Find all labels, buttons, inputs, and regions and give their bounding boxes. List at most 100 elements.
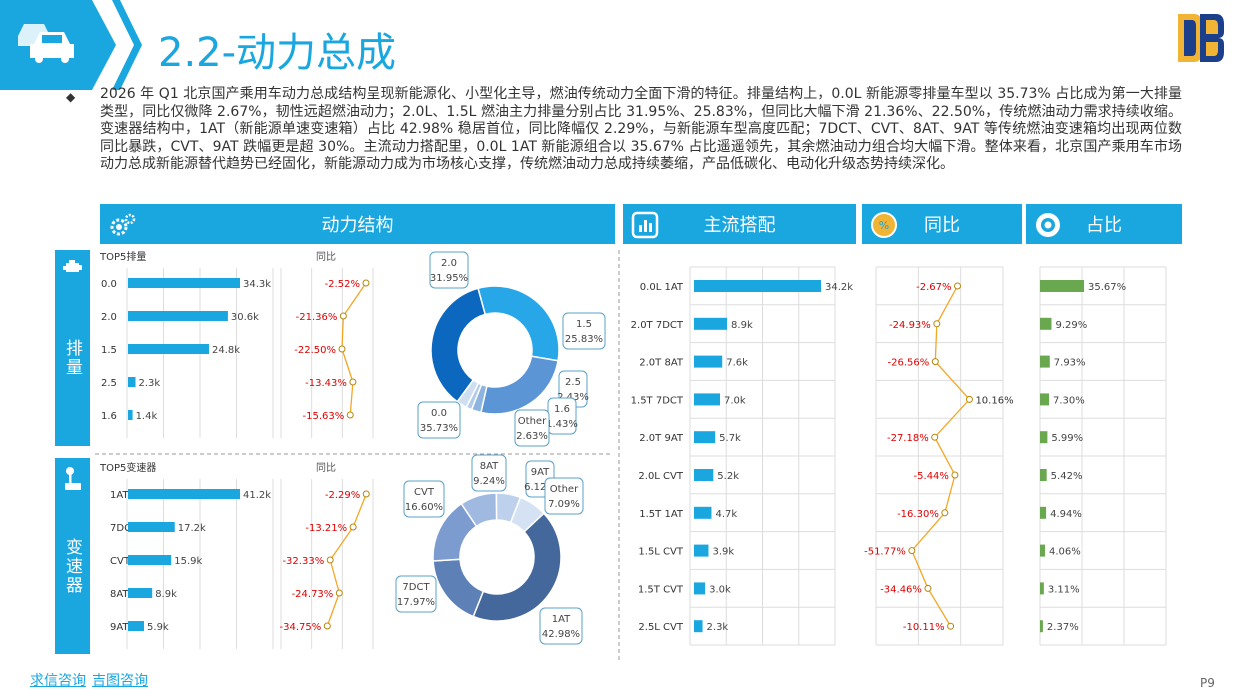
bar-value-label: 3.9k [712,547,734,558]
bar-value-label: 5.7k [719,433,741,444]
category-label: 2.5 [101,378,117,389]
yoy-point [349,523,357,531]
yoy-label: -32.33% [282,556,324,567]
donut-slice [472,512,562,622]
bar-chart-icon [631,211,659,239]
category-label: 2.0T 9AT [639,433,684,444]
share-bar [1040,317,1052,330]
yoy-point [947,622,955,630]
bar-value-label: 7.0k [724,395,746,406]
yoy-label: -2.29% [325,490,360,501]
brand-logo [1178,14,1224,62]
category-label: 1.5T 1AT [639,509,684,520]
bar-value-label: 4.7k [715,509,737,520]
chart-title: TOP5变速器 [99,461,156,474]
yoy-point [965,395,973,403]
yoy-label: 10.16% [975,395,1013,406]
bar [694,393,720,406]
share-label: 7.93% [1054,358,1086,369]
slice-pct: 31.95% [430,273,468,284]
slice-pct: 17.97% [397,597,435,608]
bar [694,582,706,595]
yoy-point [933,320,941,328]
footer-link-jitu[interactable]: 吉图咨询 [92,673,148,689]
bullet-icon: ◆ [66,90,76,104]
share-label: 4.94% [1050,509,1082,520]
yoy-point [908,547,916,555]
category-label: 1.5 [101,345,117,356]
donut-slice [432,558,485,618]
share-label: 2.37% [1047,622,1079,633]
share-label: 4.06% [1049,547,1081,558]
svg-text:%: % [879,219,889,232]
slice-label: 1.6 [554,404,570,415]
yoy-label: -27.18% [887,433,929,444]
yoy-point [349,378,357,386]
section-header-share: 占比 [1026,204,1182,244]
side-label-transmission-text: 变速器 [62,537,82,595]
bar [128,621,145,631]
slice-label: CVT [414,487,435,498]
share-label: 3.11% [1048,584,1080,595]
bar [128,555,172,565]
category-label: 1.5T 7DCT [631,395,684,406]
yoy-label: -2.67% [916,282,951,293]
yoy-point [323,622,331,630]
bar-value-label: 34.2k [825,282,853,293]
page-number: P9 [1200,676,1215,690]
yoy-label: -15.63% [302,411,344,422]
bar [128,489,240,499]
slice-label: 8AT [480,461,499,472]
bar-value-label: 2.3k [139,378,161,389]
donut-slice [456,378,480,409]
category-label: 1.5L CVT [638,547,683,558]
yoy-title: 同比 [316,251,336,263]
yoy-label: -2.52% [325,279,360,290]
bar [694,431,716,444]
yoy-label: -24.73% [292,589,334,600]
bar-value-label: 30.6k [231,312,259,323]
bar [694,506,712,519]
slice-label: 9AT [531,467,550,478]
slice-label: 0.0 [431,408,447,419]
bar-value-label: 5.9k [147,622,169,633]
bar-value-label: 7.6k [726,358,748,369]
yoy-label: -24.93% [889,320,931,331]
yoy-point [362,279,370,287]
category-label: CVT [110,556,131,567]
share-label: 5.99% [1051,433,1083,444]
bar [694,620,703,633]
yoy-point [339,312,347,320]
yoy-label: -22.50% [294,345,336,356]
section-header-structure: 动力结构 [100,204,615,244]
slice-label: 2.5 [565,377,581,388]
category-label: 2.0T 7DCT [631,320,684,331]
share-label: 7.30% [1053,395,1085,406]
section-title-share: 占比 [1086,215,1122,236]
category-label: 8AT [110,589,129,600]
yoy-label: -13.21% [305,523,347,534]
slice-pct: 2.43% [557,392,589,403]
bar-value-label: 15.9k [174,556,202,567]
bar-value-label: 24.8k [212,345,240,356]
yoy-label: -21.36% [296,312,338,323]
category-label: 2.0 [101,312,117,323]
chart-title: TOP5排量 [99,250,146,263]
slice-label: Other [518,416,547,427]
bar-value-label: 1.4k [136,411,158,422]
share-label: 35.67% [1088,282,1126,293]
yoy-point [954,282,962,290]
bar-value-label: 17.2k [178,523,206,534]
yoy-point [338,345,346,353]
callout-box [429,251,469,289]
callout-box [395,575,437,613]
bar-value-label: 8.9k [731,320,753,331]
category-label: 2.5L CVT [638,622,683,633]
footer-link-qiuxin[interactable]: 求信咨询 [30,673,86,689]
slice-label: Other [550,484,579,495]
engine-icon [63,260,82,272]
share-bar [1040,280,1084,292]
bar [128,522,175,532]
category-label: 1AT [110,490,129,501]
